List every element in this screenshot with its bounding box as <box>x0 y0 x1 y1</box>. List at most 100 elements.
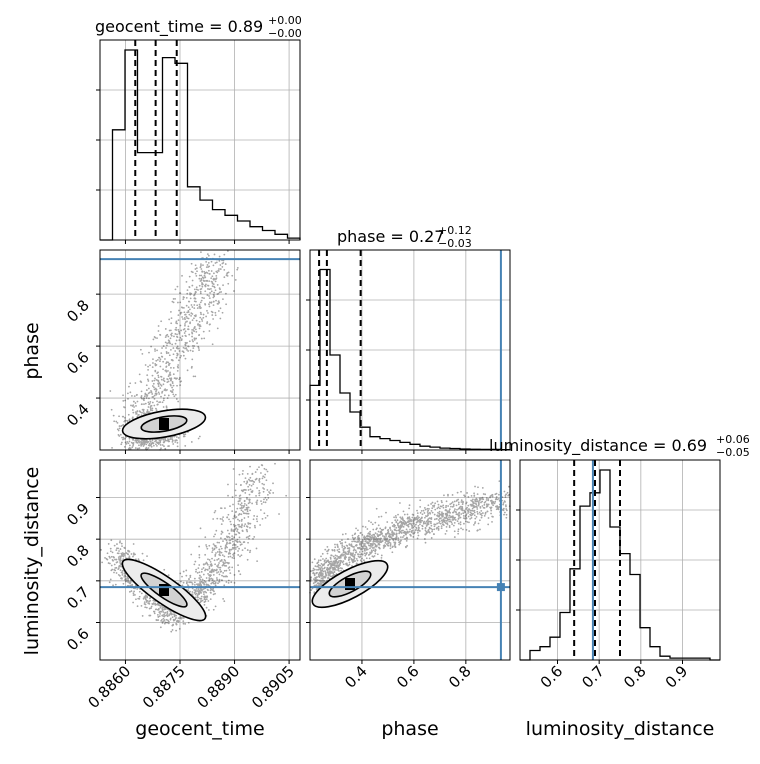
sample-point <box>375 545 377 547</box>
sample-point <box>215 280 217 282</box>
sample-point <box>198 278 200 280</box>
sample-point <box>377 553 379 555</box>
sample-point <box>161 392 163 394</box>
sample-point <box>261 464 263 466</box>
sample-point <box>199 598 201 600</box>
sample-point <box>239 507 241 509</box>
sample-point <box>203 331 205 333</box>
sample-point <box>403 523 405 525</box>
sample-point <box>162 611 164 613</box>
sample-point <box>163 620 165 622</box>
sample-point <box>428 520 430 522</box>
sample-point <box>232 496 234 498</box>
sample-point <box>143 442 145 444</box>
sample-point <box>188 314 190 316</box>
sample-point <box>179 628 181 630</box>
sample-point <box>113 556 115 558</box>
sample-point <box>116 572 118 574</box>
sample-point <box>167 438 169 440</box>
sample-point <box>398 525 400 527</box>
sample-point <box>223 254 225 256</box>
sample-point <box>417 538 419 540</box>
sample-point <box>237 541 239 543</box>
sample-point <box>354 533 356 535</box>
sample-point <box>198 554 200 556</box>
sample-point <box>231 510 233 512</box>
sample-point <box>211 290 213 292</box>
sample-point <box>221 548 223 550</box>
sample-point <box>224 538 226 540</box>
sample-point <box>101 562 103 564</box>
sample-point <box>394 519 396 521</box>
sample-point <box>263 499 265 501</box>
sample-point <box>226 536 228 538</box>
sample-point <box>421 510 423 512</box>
sample-point <box>385 526 387 528</box>
sample-point <box>195 268 197 270</box>
sample-point <box>178 310 180 312</box>
sample-point <box>243 505 245 507</box>
sample-point <box>239 513 241 515</box>
sample-point <box>173 373 175 375</box>
sample-point <box>155 393 157 395</box>
sample-point <box>425 527 427 529</box>
sample-point <box>319 568 321 570</box>
sample-point <box>172 443 174 445</box>
sample-point <box>191 582 193 584</box>
sample-point <box>209 292 211 294</box>
sample-point <box>400 526 402 528</box>
sample-point <box>219 318 221 320</box>
sample-point <box>439 511 441 513</box>
sample-point <box>420 512 422 514</box>
sample-point <box>200 268 202 270</box>
sample-point <box>200 263 202 265</box>
sample-point <box>323 580 325 582</box>
sample-point <box>330 554 332 556</box>
sample-point <box>351 543 353 545</box>
sample-point <box>125 580 127 582</box>
sample-point <box>193 317 195 319</box>
sample-point <box>353 556 355 558</box>
sample-point <box>134 395 136 397</box>
sample-point <box>221 266 223 268</box>
sample-point <box>168 622 170 624</box>
sample-point <box>264 474 266 476</box>
sample-point <box>433 528 435 530</box>
sample-point <box>208 288 210 290</box>
sample-point <box>199 436 201 438</box>
sample-point <box>159 605 161 607</box>
sample-point <box>157 404 159 406</box>
sample-point <box>238 532 240 534</box>
sample-point <box>249 484 251 486</box>
sample-point <box>355 549 357 551</box>
sample-point <box>436 518 438 520</box>
panel-geocent_time-geocent_time <box>96 40 300 240</box>
sample-point <box>338 551 340 553</box>
sample-point <box>227 495 229 497</box>
sample-point <box>238 501 240 503</box>
sample-point <box>378 524 380 526</box>
sample-point <box>505 506 507 508</box>
sample-point <box>189 294 191 296</box>
sample-point <box>310 576 312 578</box>
sample-point <box>126 441 128 443</box>
sample-point <box>132 556 134 558</box>
sample-point <box>468 530 470 532</box>
sample-point <box>454 530 456 532</box>
sample-point <box>337 544 339 546</box>
sample-point <box>357 553 359 555</box>
sample-point <box>421 517 423 519</box>
sample-point <box>200 313 202 315</box>
sample-point <box>219 552 221 554</box>
sample-point <box>208 609 210 611</box>
sample-point <box>110 570 112 572</box>
sample-point <box>360 532 362 534</box>
sample-point <box>164 358 166 360</box>
sample-point <box>462 529 464 531</box>
sample-point <box>491 521 493 523</box>
sample-point <box>123 406 125 408</box>
sample-point <box>198 557 200 559</box>
sample-point <box>143 445 145 447</box>
sample-point <box>139 410 141 412</box>
sample-point <box>191 306 193 308</box>
